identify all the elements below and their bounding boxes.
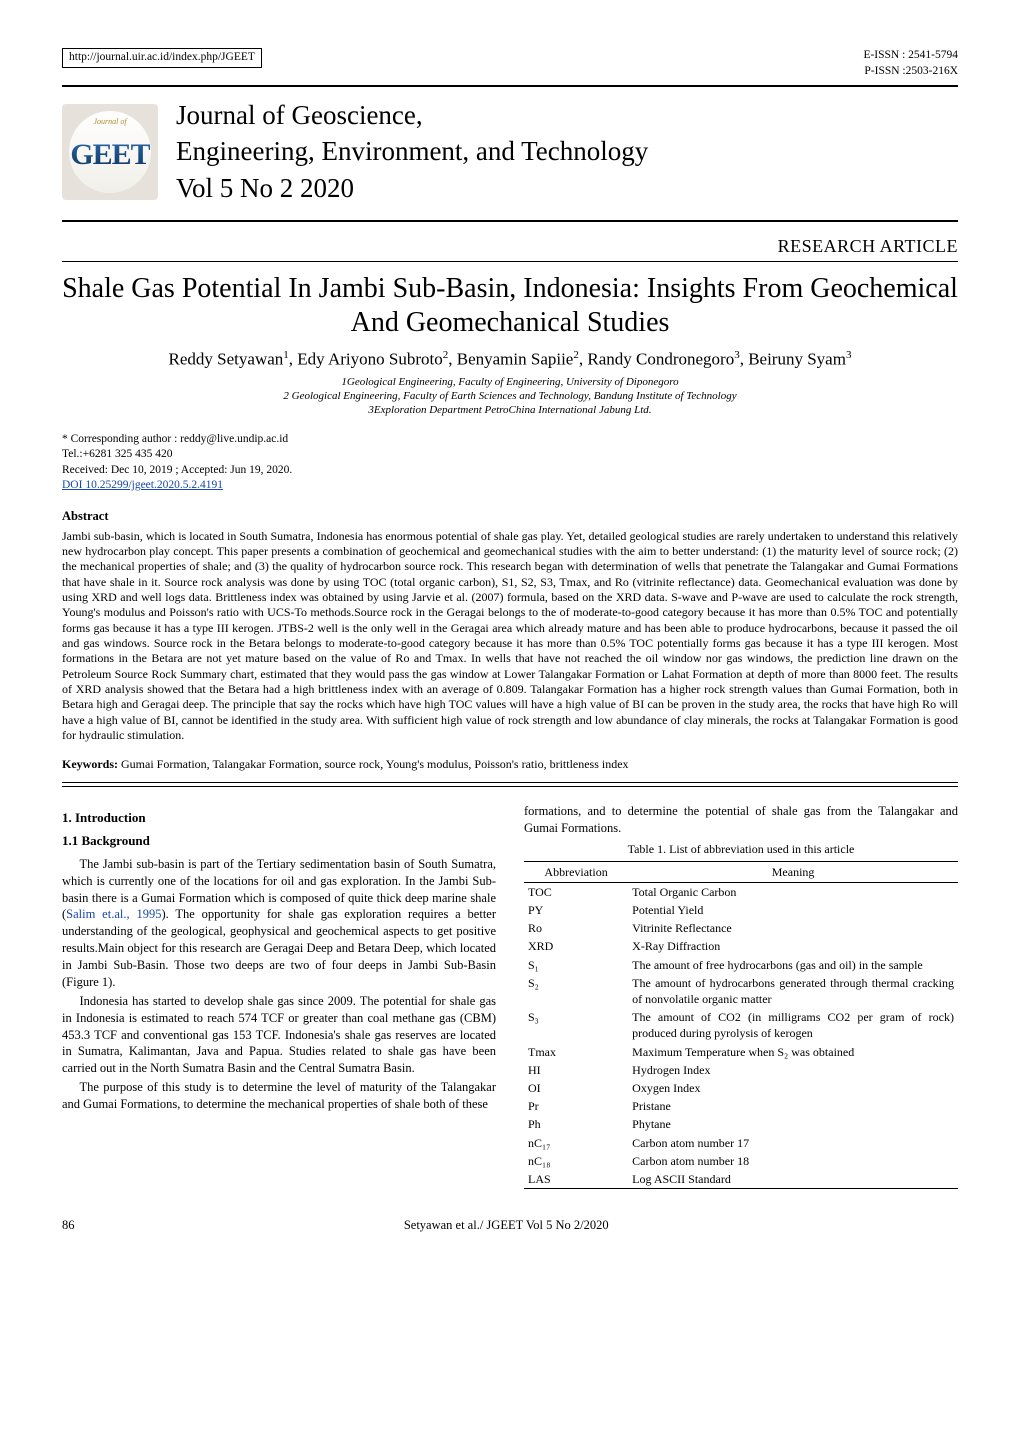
logo-overline: Journal of (69, 117, 151, 128)
table-row: HIHydrogen Index (524, 1061, 958, 1079)
footer-spacer (938, 1217, 958, 1234)
rule-article-type (62, 261, 958, 262)
body-paragraph: Indonesia has started to develop shale g… (62, 993, 496, 1077)
left-column: 1. Introduction 1.1 Background The Jambi… (62, 803, 496, 1189)
table-row: nC₁₇Carbon atom number 17 (524, 1134, 958, 1152)
affiliation-1: 1Geological Engineering, Faculty of Engi… (341, 376, 678, 388)
table-row: S₂The amount of hydrocarbons generated t… (524, 974, 958, 1008)
page-footer: 86 Setyawan et al./ JGEET Vol 5 No 2/202… (62, 1217, 958, 1234)
authors: Reddy Setyawan1, Edy Ariyono Subroto2, B… (62, 348, 958, 371)
right-column: formations, and to determine the potenti… (524, 803, 958, 1189)
table-row: TOCTotal Organic Carbon (524, 882, 958, 901)
journal-title-line1: Journal of Geoscience, (176, 97, 648, 133)
meaning-cell: Log ASCII Standard (628, 1170, 958, 1189)
abbrev-cell: S₃ (524, 1008, 628, 1042)
abbrev-cell: Pr (524, 1097, 628, 1115)
affiliation-2: 2 Geological Engineering, Faculty of Ear… (283, 390, 736, 402)
journal-title-line2: Engineering, Environment, and Technology (176, 133, 648, 169)
journal-url: http://journal.uir.ac.id/index.php/JGEET (62, 48, 262, 68)
abbrev-cell: Ph (524, 1115, 628, 1133)
table-row: PrPristane (524, 1097, 958, 1115)
abbrev-cell: nC₁₇ (524, 1134, 628, 1152)
masthead: Journal of GEET Journal of Geoscience, E… (62, 87, 958, 220)
abbrev-cell: TOC (524, 882, 628, 901)
running-head: Setyawan et al./ JGEET Vol 5 No 2/2020 (404, 1217, 609, 1234)
corresponding-tel: Tel.:+6281 325 435 420 (62, 448, 172, 460)
table-header-abbrev: Abbreviation (524, 861, 628, 882)
abbrev-cell: Ro (524, 919, 628, 937)
meaning-cell: Phytane (628, 1115, 958, 1133)
journal-titles: Journal of Geoscience, Engineering, Envi… (176, 97, 648, 206)
meaning-cell: Carbon atom number 17 (628, 1134, 958, 1152)
e-issn: E-ISSN : 2541-5794 (863, 49, 958, 61)
abbreviation-table: Abbreviation Meaning TOCTotal Organic Ca… (524, 861, 958, 1189)
logo-text: GEET (70, 135, 149, 176)
table-row: S₁The amount of free hydrocarbons (gas a… (524, 956, 958, 974)
abbrev-cell: S₂ (524, 974, 628, 1008)
corresponding-email: * Corresponding author : reddy@live.undi… (62, 433, 288, 445)
meaning-cell: Pristane (628, 1097, 958, 1115)
meaning-cell: Hydrogen Index (628, 1061, 958, 1079)
double-rule (62, 782, 958, 787)
journal-logo: Journal of GEET (62, 104, 158, 200)
table-row: S₃The amount of CO2 (in milligrams CO2 p… (524, 1008, 958, 1042)
article-type: RESEARCH ARTICLE (62, 222, 958, 260)
citation-salim: Salim et.al., 1995 (66, 907, 161, 921)
body-paragraph: formations, and to determine the potenti… (524, 803, 958, 837)
meaning-cell: The amount of hydrocarbons generated thr… (628, 974, 958, 1008)
abbrev-cell: LAS (524, 1170, 628, 1189)
keywords-text: Gumai Formation, Talangakar Formation, s… (118, 757, 629, 771)
keywords-label: Keywords: (62, 757, 118, 771)
abbrev-cell: HI (524, 1061, 628, 1079)
doi-link[interactable]: DOI 10.25299/jgeet.2020.5.2.4191 (62, 479, 223, 491)
meaning-cell: X-Ray Diffraction (628, 937, 958, 955)
section-1-1-heading: 1.1 Background (62, 832, 496, 850)
table-row: LASLog ASCII Standard (524, 1170, 958, 1189)
table-row: RoVitrinite Reflectance (524, 919, 958, 937)
table-row: TmaxMaximum Temperature when S₂ was obta… (524, 1043, 958, 1061)
body-paragraph: The Jambi sub-basin is part of the Terti… (62, 856, 496, 991)
issn-block: E-ISSN : 2541-5794 P-ISSN :2503-216X (863, 48, 958, 79)
abbrev-cell: nC₁₈ (524, 1152, 628, 1170)
table-1-caption: Table 1. List of abbreviation used in th… (524, 841, 958, 857)
meaning-cell: Vitrinite Reflectance (628, 919, 958, 937)
keywords-line: Keywords: Gumai Formation, Talangakar Fo… (62, 756, 958, 772)
meaning-cell: Maximum Temperature when S₂ was obtained (628, 1043, 958, 1061)
article-title: Shale Gas Potential In Jambi Sub-Basin, … (62, 272, 958, 340)
affiliations: 1Geological Engineering, Faculty of Engi… (62, 375, 958, 418)
table-row: PhPhytane (524, 1115, 958, 1133)
abbrev-cell: Tmax (524, 1043, 628, 1061)
abbrev-cell: XRD (524, 937, 628, 955)
corresponding-block: * Corresponding author : reddy@live.undi… (62, 432, 958, 494)
table-row: XRDX-Ray Diffraction (524, 937, 958, 955)
body-columns: 1. Introduction 1.1 Background The Jambi… (62, 803, 958, 1189)
top-bar: http://journal.uir.ac.id/index.php/JGEET… (62, 48, 958, 85)
meaning-cell: Carbon atom number 18 (628, 1152, 958, 1170)
abbrev-cell: PY (524, 901, 628, 919)
table-row: OIOxygen Index (524, 1079, 958, 1097)
abstract-text: Jambi sub-basin, which is located in Sou… (62, 529, 958, 744)
affiliation-3: 3Exploration Department PetroChina Inter… (368, 404, 651, 416)
p-issn: P-ISSN :2503-216X (864, 65, 958, 77)
section-1-heading: 1. Introduction (62, 809, 496, 827)
body-paragraph: The purpose of this study is to determin… (62, 1079, 496, 1113)
page-number: 86 (62, 1217, 75, 1234)
abstract-heading: Abstract (62, 508, 958, 525)
meaning-cell: The amount of CO2 (in milligrams CO2 per… (628, 1008, 958, 1042)
table-row: PYPotential Yield (524, 901, 958, 919)
received-accepted: Received: Dec 10, 2019 ; Accepted: Jun 1… (62, 464, 292, 476)
abbrev-cell: OI (524, 1079, 628, 1097)
meaning-cell: Potential Yield (628, 901, 958, 919)
journal-title-line3: Vol 5 No 2 2020 (176, 170, 648, 206)
meaning-cell: Total Organic Carbon (628, 882, 958, 901)
table-header-row: Abbreviation Meaning (524, 861, 958, 882)
meaning-cell: Oxygen Index (628, 1079, 958, 1097)
table-header-meaning: Meaning (628, 861, 958, 882)
meaning-cell: The amount of free hydrocarbons (gas and… (628, 956, 958, 974)
abbrev-cell: S₁ (524, 956, 628, 974)
table-row: nC₁₈Carbon atom number 18 (524, 1152, 958, 1170)
